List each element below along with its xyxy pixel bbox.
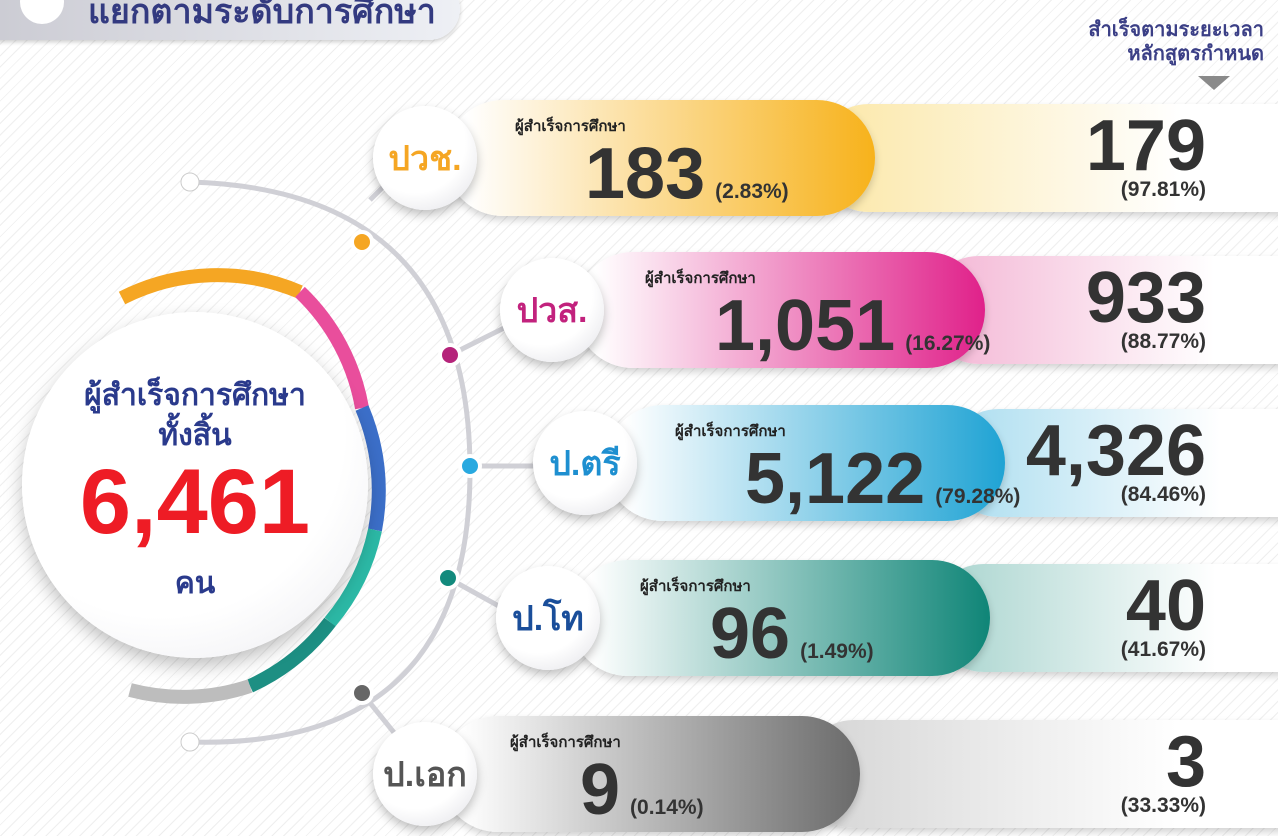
ontime-number: 3 <box>1165 722 1206 802</box>
count-number: 1,051 (16.27%) <box>715 290 990 362</box>
dot <box>350 230 374 254</box>
level-badge: ป.ตรี <box>533 411 637 515</box>
ring-gray <box>128 679 253 704</box>
right-title-line: หลักสูตรกำหนด <box>1127 43 1264 65</box>
count-number: 9 (0.14%) <box>580 754 704 826</box>
dot <box>438 343 462 367</box>
count-percent: (2.83%) <box>715 180 789 203</box>
ontime-number: 4,326 <box>1025 411 1206 491</box>
count-label: ผู้สำเร็จการศึกษา <box>510 734 621 751</box>
ontime-percent: (41.67%) <box>1120 638 1206 661</box>
count-value: 183 <box>585 134 706 214</box>
count-value: 9 <box>580 750 621 830</box>
ontime-percent: (84.46%) <box>1120 483 1206 506</box>
count-percent: (1.49%) <box>800 640 874 663</box>
count-bar <box>445 100 875 216</box>
count-percent: (16.27%) <box>905 332 991 355</box>
arc-end <box>180 732 200 752</box>
total-count: 6,461 <box>79 451 311 553</box>
dot <box>458 454 482 478</box>
level-badge: ปวส. <box>500 258 604 362</box>
count-label: ผู้สำเร็จการศึกษา <box>640 578 751 595</box>
arc-end <box>180 172 200 192</box>
total-label: ผู้สำเร็จการศึกษา <box>84 379 306 412</box>
right-title-line: สำเร็จตามระยะเวลา <box>1088 19 1264 41</box>
total-label: ทั้งสิ้น <box>158 419 232 452</box>
count-value: 1,051 <box>715 286 896 366</box>
ontime-percent: (97.81%) <box>1120 178 1206 201</box>
ring-teal <box>324 528 382 627</box>
count-percent: (79.28%) <box>935 485 1021 508</box>
count-bar <box>570 560 990 676</box>
count-bar <box>575 252 985 368</box>
ontime-bar <box>800 720 1278 828</box>
count-number: 5,122 (79.28%) <box>745 443 1020 515</box>
dot <box>436 566 460 590</box>
count-bar <box>440 716 860 832</box>
count-value: 96 <box>710 594 791 674</box>
ontime-number: 179 <box>1085 106 1206 186</box>
count-label: ผู้สำเร็จการศึกษา <box>645 270 756 287</box>
right-title: สำเร็จตามระยะเวลา หลักสูตรกำหนด <box>1088 18 1264 66</box>
ontime-number: 933 <box>1085 258 1206 338</box>
ring-pink <box>295 286 369 410</box>
level-badge: ปวช. <box>373 106 477 210</box>
header-title: แยกตามระดับการศึกษา <box>88 0 436 31</box>
level-badge: ป.โท <box>496 566 600 670</box>
ring-darkteal <box>247 617 336 693</box>
count-number: 183 (2.83%) <box>585 138 789 210</box>
ontime-bar <box>815 104 1278 212</box>
ontime-number: 40 <box>1125 566 1206 646</box>
header-bar <box>0 0 460 40</box>
level-badge: ป.เอก <box>373 722 477 826</box>
ontime-percent: (88.77%) <box>1120 330 1206 353</box>
count-value: 5,122 <box>745 439 926 519</box>
ring-blue <box>355 405 386 532</box>
count-bar <box>605 405 1005 521</box>
ontime-percent: (33.33%) <box>1120 794 1206 817</box>
count-label: ผู้สำเร็จการศึกษา <box>675 423 786 440</box>
count-label: ผู้สำเร็จการศึกษา <box>515 118 626 135</box>
count-number: 96 (1.49%) <box>710 598 874 670</box>
ring-yellow <box>118 268 303 305</box>
dot <box>350 681 374 705</box>
total-circle: ผู้สำเร็จการศึกษา ทั้งสิ้น 6,461 คน <box>22 312 368 658</box>
pointer <box>1198 76 1230 90</box>
total-unit: คน <box>174 567 216 600</box>
count-percent: (0.14%) <box>630 796 704 819</box>
